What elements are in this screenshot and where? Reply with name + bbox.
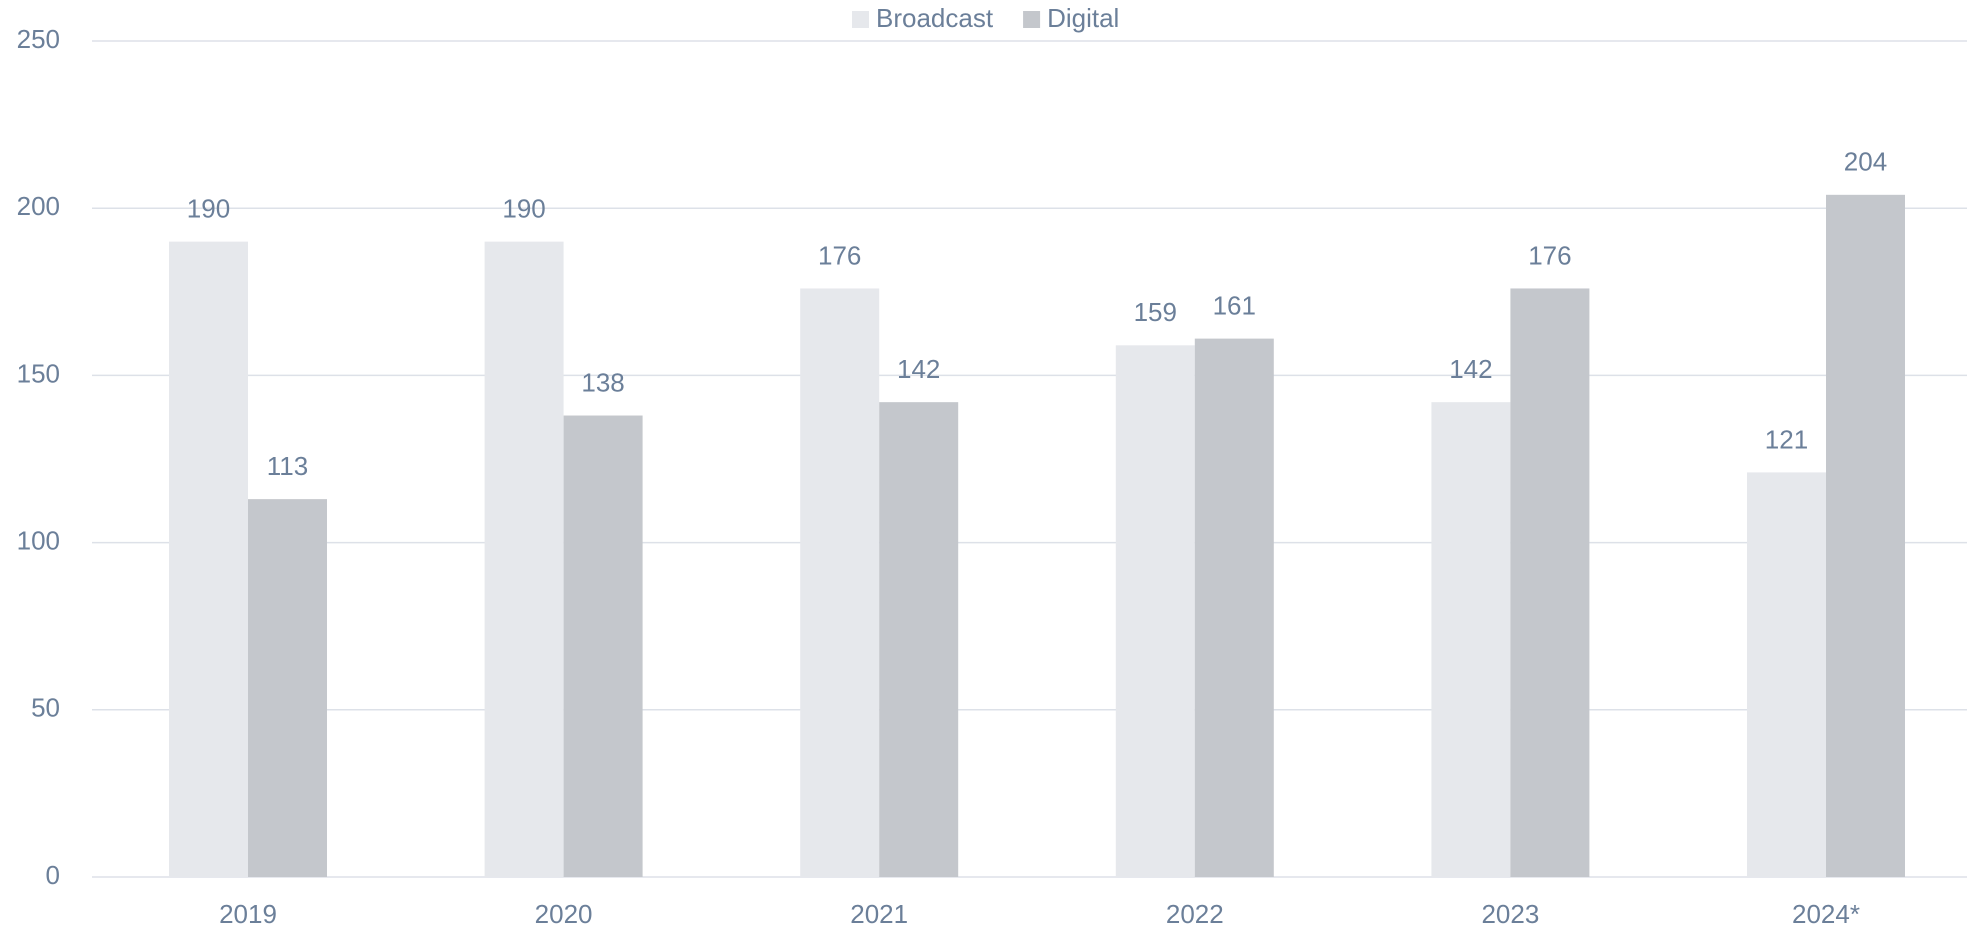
y-tick-label: 250: [17, 24, 60, 54]
y-tick-label: 100: [17, 525, 60, 555]
bar: [1826, 194, 1905, 878]
data-label: 159: [1134, 297, 1177, 327]
x-tick-label: 2019: [219, 899, 277, 929]
data-label: 161: [1213, 290, 1256, 320]
bar: [169, 241, 248, 877]
bar: [1510, 288, 1590, 877]
legend-label: Digital: [1047, 3, 1119, 33]
data-label: 121: [1765, 424, 1808, 454]
bar: [484, 241, 564, 877]
data-label: 142: [897, 354, 940, 384]
y-tick-label: 200: [17, 191, 60, 221]
data-label: 113: [267, 451, 308, 481]
legend-swatch: [852, 11, 869, 28]
data-label: 142: [1449, 354, 1492, 384]
bar: [879, 402, 959, 877]
x-tick-label: 2020: [535, 899, 593, 929]
x-tick-label: 2022: [1166, 899, 1224, 929]
legend-label: Broadcast: [876, 3, 994, 33]
legend-swatch: [1023, 11, 1041, 28]
bar: [800, 288, 880, 877]
bar: [1115, 345, 1195, 878]
y-tick-label: 150: [17, 358, 60, 388]
y-tick-label: 0: [46, 860, 60, 890]
x-tick-label: 2024*: [1792, 899, 1860, 929]
data-label: 138: [581, 367, 624, 397]
x-tick-label: 2023: [1481, 899, 1539, 929]
data-label: 176: [818, 240, 861, 270]
bar: [563, 415, 643, 877]
data-label: 204: [1844, 147, 1887, 177]
data-label: 190: [502, 194, 545, 224]
bar: [248, 499, 327, 877]
bar: [1194, 338, 1274, 878]
data-label: 190: [187, 194, 230, 224]
y-tick-label: 50: [31, 693, 60, 723]
data-label: 176: [1528, 240, 1571, 270]
bar: [1747, 472, 1826, 877]
x-tick-label: 2021: [850, 899, 908, 929]
bar: [1431, 402, 1511, 877]
